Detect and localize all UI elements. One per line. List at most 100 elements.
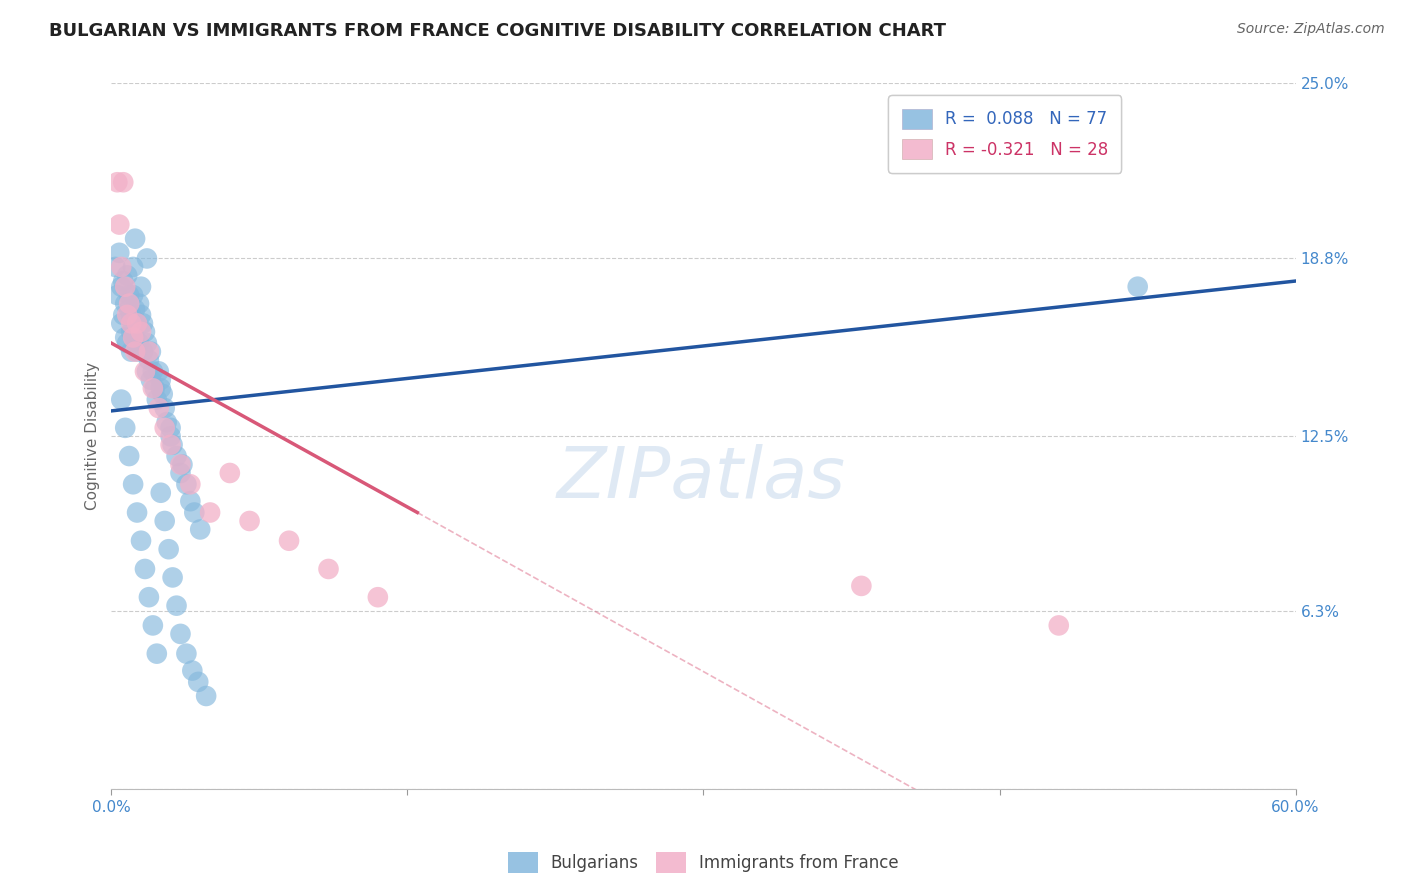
Point bbox=[179, 494, 201, 508]
Point bbox=[159, 421, 181, 435]
Point bbox=[129, 533, 152, 548]
Point bbox=[187, 674, 209, 689]
Point bbox=[136, 252, 159, 266]
Point bbox=[105, 175, 128, 189]
Point bbox=[149, 373, 172, 387]
Point bbox=[124, 232, 146, 246]
Point bbox=[139, 373, 162, 387]
Point bbox=[153, 421, 176, 435]
Point bbox=[179, 477, 201, 491]
Point bbox=[176, 477, 198, 491]
Point bbox=[149, 381, 172, 395]
Point bbox=[148, 364, 170, 378]
Point bbox=[125, 506, 148, 520]
Point bbox=[110, 260, 132, 274]
Point bbox=[1047, 618, 1070, 632]
Point bbox=[125, 317, 148, 331]
Point bbox=[110, 392, 132, 407]
Point bbox=[149, 485, 172, 500]
Point bbox=[188, 523, 211, 537]
Point bbox=[122, 288, 145, 302]
Point bbox=[114, 421, 136, 435]
Point bbox=[114, 330, 136, 344]
Point bbox=[138, 590, 160, 604]
Point bbox=[110, 279, 132, 293]
Point bbox=[129, 279, 152, 293]
Legend: R =  0.088   N = 77, R = -0.321   N = 28: R = 0.088 N = 77, R = -0.321 N = 28 bbox=[889, 95, 1122, 173]
Point bbox=[122, 477, 145, 491]
Point bbox=[118, 296, 141, 310]
Point bbox=[125, 344, 148, 359]
Y-axis label: Cognitive Disability: Cognitive Disability bbox=[86, 362, 100, 510]
Point bbox=[105, 288, 128, 302]
Point bbox=[104, 260, 127, 274]
Point bbox=[159, 438, 181, 452]
Point bbox=[132, 317, 155, 331]
Point bbox=[134, 325, 156, 339]
Point bbox=[851, 579, 873, 593]
Point bbox=[278, 533, 301, 548]
Point bbox=[166, 599, 188, 613]
Point bbox=[367, 590, 389, 604]
Point bbox=[176, 647, 198, 661]
Point bbox=[129, 308, 152, 322]
Point bbox=[138, 353, 160, 368]
Point bbox=[159, 429, 181, 443]
Point bbox=[166, 449, 188, 463]
Point bbox=[156, 415, 179, 429]
Point bbox=[198, 506, 221, 520]
Point bbox=[114, 296, 136, 310]
Point bbox=[120, 325, 142, 339]
Point bbox=[142, 381, 165, 395]
Point bbox=[1067, 147, 1090, 161]
Text: ZIPatlas: ZIPatlas bbox=[557, 444, 845, 513]
Point bbox=[172, 458, 194, 472]
Point bbox=[125, 317, 148, 331]
Point bbox=[139, 344, 162, 359]
Point bbox=[143, 381, 166, 395]
Point bbox=[124, 302, 146, 317]
Point bbox=[134, 562, 156, 576]
Text: Source: ZipAtlas.com: Source: ZipAtlas.com bbox=[1237, 22, 1385, 37]
Point bbox=[112, 175, 135, 189]
Point bbox=[115, 336, 138, 351]
Point bbox=[114, 279, 136, 293]
Point bbox=[115, 308, 138, 322]
Point bbox=[318, 562, 340, 576]
Point bbox=[108, 245, 131, 260]
Point bbox=[181, 664, 204, 678]
Point bbox=[124, 344, 146, 359]
Point bbox=[142, 618, 165, 632]
Point bbox=[195, 689, 218, 703]
Point bbox=[162, 570, 184, 584]
Point bbox=[118, 449, 141, 463]
Point bbox=[108, 218, 131, 232]
Point bbox=[128, 336, 150, 351]
Point bbox=[1126, 279, 1149, 293]
Point bbox=[122, 330, 145, 344]
Point bbox=[112, 308, 135, 322]
Point bbox=[238, 514, 260, 528]
Point bbox=[118, 302, 141, 317]
Point bbox=[142, 364, 165, 378]
Point bbox=[146, 647, 169, 661]
Point bbox=[132, 344, 155, 359]
Point bbox=[115, 268, 138, 283]
Point bbox=[124, 330, 146, 344]
Legend: Bulgarians, Immigrants from France: Bulgarians, Immigrants from France bbox=[501, 846, 905, 880]
Text: BULGARIAN VS IMMIGRANTS FROM FRANCE COGNITIVE DISABILITY CORRELATION CHART: BULGARIAN VS IMMIGRANTS FROM FRANCE COGN… bbox=[49, 22, 946, 40]
Point bbox=[110, 317, 132, 331]
Point bbox=[148, 401, 170, 415]
Point bbox=[136, 336, 159, 351]
Point bbox=[152, 387, 174, 401]
Point bbox=[169, 627, 191, 641]
Point bbox=[183, 506, 205, 520]
Point bbox=[120, 317, 142, 331]
Point bbox=[136, 364, 159, 378]
Point bbox=[153, 514, 176, 528]
Point bbox=[122, 260, 145, 274]
Point bbox=[120, 308, 142, 322]
Point bbox=[138, 344, 160, 359]
Point bbox=[169, 458, 191, 472]
Point bbox=[169, 466, 191, 480]
